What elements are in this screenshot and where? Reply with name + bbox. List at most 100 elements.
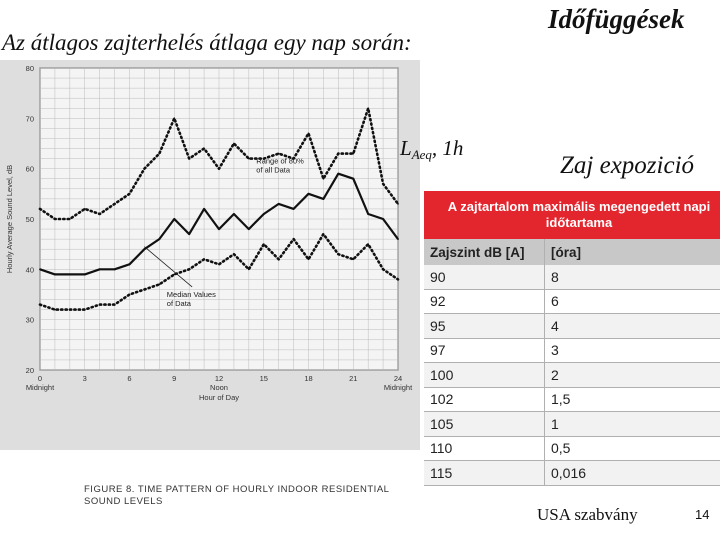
table-row: 90 8 (424, 265, 720, 290)
data-point (307, 258, 310, 261)
data-point (247, 228, 250, 230)
cell-level: 97 (424, 338, 545, 363)
y-tick-label: 40 (26, 265, 34, 274)
table-row: 102 1,5 (424, 387, 720, 412)
laeq-label: LAeq, 1h (400, 136, 463, 163)
data-point (158, 152, 161, 155)
exposure-title: Zaj expozició (560, 152, 695, 179)
cell-hours: 8 (544, 265, 720, 290)
slide-title: Az átlagos zajterhelés átlaga egy nap so… (2, 30, 412, 55)
data-point (307, 132, 310, 135)
data-point (233, 253, 235, 256)
x-tick-label: 24 (394, 374, 402, 383)
y-tick-label: 50 (26, 215, 34, 224)
data-point (322, 233, 325, 236)
cell-hours: 0,016 (544, 460, 720, 486)
cell-level: 95 (424, 313, 545, 339)
data-point (247, 268, 250, 271)
laeq-suffix: , 1h (431, 136, 464, 160)
x-tick-label: 6 (127, 374, 131, 383)
data-point (39, 303, 41, 306)
data-point (397, 238, 399, 241)
data-point (322, 197, 325, 200)
data-point (188, 233, 191, 236)
cell-hours: 4 (544, 313, 720, 339)
data-point (382, 182, 384, 185)
cell-level: 92 (424, 289, 545, 314)
data-point (322, 177, 325, 180)
laeq-subscript: Aeq (411, 147, 432, 162)
data-point (39, 208, 41, 210)
data-point (143, 167, 146, 170)
data-point (203, 208, 205, 210)
data-point (173, 117, 176, 120)
column-header-level: Zajszint dB [A] (424, 239, 545, 265)
section-title: Időfüggések (548, 4, 685, 34)
data-point (262, 243, 265, 246)
data-point (218, 263, 220, 266)
x-tick-label: 3 (83, 374, 87, 383)
data-point (352, 152, 355, 155)
data-point (158, 283, 161, 286)
x-axis-title: Hour of Day (199, 393, 239, 402)
table-column-row: Zajszint dB [A] [óra] (424, 239, 720, 265)
x-tick-label: 9 (172, 374, 176, 383)
data-point (277, 258, 280, 261)
data-point (54, 218, 56, 220)
x-tick-sublabel: Midnight (384, 383, 413, 392)
table-row: 115 0,016 (424, 460, 720, 486)
data-point (158, 238, 161, 241)
exposure-table: A zajtartalom maximális megengedett napi… (424, 191, 720, 486)
data-point (382, 268, 384, 271)
chart-annotation: of Data (167, 299, 192, 308)
data-point (277, 203, 280, 205)
data-point (83, 208, 86, 210)
data-point (68, 308, 71, 311)
cell-level: 105 (424, 411, 545, 437)
y-axis-title: Hourly Average Sound Level, dB (5, 165, 14, 273)
laeq-main: L (400, 136, 412, 160)
data-point (292, 208, 295, 210)
data-point (188, 157, 191, 160)
data-point (397, 203, 399, 205)
data-point (173, 218, 176, 220)
data-point (307, 192, 310, 195)
column-header-hours: [óra] (544, 239, 720, 265)
chart-annotation: of all Data (256, 166, 291, 175)
data-point (292, 238, 295, 241)
x-tick-label: 21 (349, 374, 357, 383)
cell-hours: 2 (544, 362, 720, 388)
cell-hours: 1,5 (544, 387, 720, 412)
data-point (128, 293, 131, 296)
data-point (203, 258, 205, 261)
table-row: 100 2 (424, 362, 720, 388)
data-point (367, 213, 370, 215)
data-point (382, 218, 384, 220)
table-header: A zajtartalom maximális megengedett napi… (424, 191, 720, 239)
data-point (54, 308, 56, 311)
chart-caption: FIGURE 8. TIME PATTERN OF HOURLY INDOOR … (84, 484, 390, 507)
data-point (233, 142, 235, 145)
data-point (233, 213, 235, 215)
table-row: 105 1 (424, 411, 720, 437)
data-point (277, 152, 280, 155)
cell-hours: 6 (544, 289, 720, 314)
cell-level: 110 (424, 436, 545, 461)
data-point (83, 308, 86, 311)
chart-annotation: Range of 80% (256, 157, 304, 166)
data-point (262, 213, 265, 215)
x-tick-label: 0 (38, 374, 42, 383)
data-point (188, 268, 191, 271)
data-point (367, 107, 370, 110)
data-point (218, 167, 220, 170)
data-point (98, 213, 101, 215)
y-tick-label: 30 (26, 316, 34, 325)
data-point (173, 273, 176, 276)
cell-hours: 3 (544, 338, 720, 363)
data-point (68, 273, 71, 276)
data-point (54, 273, 56, 276)
data-point (83, 273, 86, 276)
table-row: 95 4 (424, 313, 720, 339)
cell-level: 100 (424, 362, 545, 388)
x-tick-label: 12 (215, 374, 223, 383)
